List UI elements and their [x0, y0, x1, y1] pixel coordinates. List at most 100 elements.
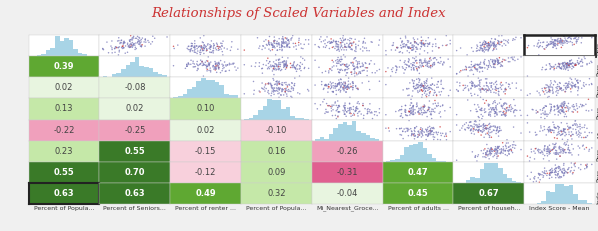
Point — [460, 128, 469, 131]
Point — [117, 46, 126, 49]
Point — [365, 88, 374, 91]
Point — [551, 63, 560, 67]
Point — [554, 170, 563, 173]
Point — [264, 67, 274, 70]
Point — [345, 108, 355, 112]
Bar — [210, 79, 215, 98]
Point — [269, 67, 278, 71]
Point — [489, 66, 499, 69]
Point — [221, 63, 231, 67]
Point — [404, 60, 413, 63]
Point — [408, 63, 417, 67]
Point — [497, 148, 507, 152]
Point — [563, 128, 573, 131]
Point — [270, 83, 279, 86]
Point — [478, 152, 488, 155]
Point — [258, 44, 267, 48]
Point — [550, 152, 560, 156]
Point — [408, 45, 418, 49]
Point — [477, 113, 486, 116]
Point — [565, 59, 575, 63]
Point — [339, 80, 349, 84]
Point — [281, 63, 291, 66]
Point — [467, 69, 477, 72]
Point — [564, 151, 573, 155]
Point — [230, 65, 240, 69]
Point — [150, 36, 160, 40]
Point — [577, 126, 587, 129]
Point — [469, 122, 479, 126]
Bar — [512, 181, 517, 183]
Point — [412, 77, 422, 81]
Point — [546, 109, 556, 113]
Point — [349, 112, 359, 115]
Point — [485, 134, 495, 137]
Point — [490, 43, 499, 46]
Point — [334, 104, 343, 108]
Point — [282, 64, 292, 68]
Point — [205, 63, 214, 67]
Point — [548, 45, 558, 49]
Point — [533, 172, 543, 175]
Point — [337, 63, 347, 66]
Point — [485, 151, 495, 155]
Point — [331, 40, 341, 44]
Point — [399, 71, 409, 75]
Point — [502, 106, 512, 109]
Point — [545, 128, 555, 131]
Point — [331, 117, 341, 120]
Point — [489, 41, 498, 45]
Point — [334, 45, 343, 49]
Bar — [263, 106, 267, 120]
Point — [536, 126, 546, 130]
Point — [496, 151, 505, 155]
Point — [568, 65, 578, 68]
Point — [285, 83, 294, 87]
Point — [550, 146, 559, 150]
Point — [267, 85, 276, 89]
Point — [482, 42, 492, 45]
Point — [372, 69, 382, 73]
Point — [559, 172, 569, 175]
Point — [570, 36, 579, 40]
Point — [434, 131, 443, 134]
Point — [539, 171, 549, 175]
Point — [422, 138, 431, 141]
Point — [398, 45, 408, 48]
Point — [474, 122, 484, 126]
Point — [425, 131, 434, 135]
Point — [472, 43, 482, 47]
Point — [501, 101, 511, 105]
Point — [274, 82, 284, 86]
Point — [491, 59, 501, 63]
Point — [492, 47, 501, 51]
Point — [283, 39, 292, 42]
Point — [502, 146, 511, 150]
Point — [404, 45, 414, 49]
Point — [213, 45, 223, 49]
Point — [480, 63, 489, 66]
Point — [587, 61, 597, 64]
Point — [488, 60, 498, 64]
Point — [544, 89, 553, 93]
Point — [424, 59, 434, 63]
Point — [278, 35, 288, 39]
Point — [286, 90, 295, 93]
Point — [417, 83, 426, 87]
Point — [486, 153, 495, 157]
Point — [324, 85, 333, 88]
Point — [269, 65, 278, 68]
Point — [381, 49, 390, 52]
Point — [195, 63, 205, 67]
Point — [493, 125, 502, 129]
Bar — [569, 185, 573, 204]
Point — [553, 151, 563, 155]
Point — [352, 65, 362, 68]
Point — [497, 64, 507, 67]
Point — [554, 130, 564, 133]
Point — [275, 57, 285, 61]
Point — [267, 84, 277, 88]
Point — [416, 109, 426, 112]
Point — [358, 103, 368, 107]
Point — [541, 46, 551, 49]
